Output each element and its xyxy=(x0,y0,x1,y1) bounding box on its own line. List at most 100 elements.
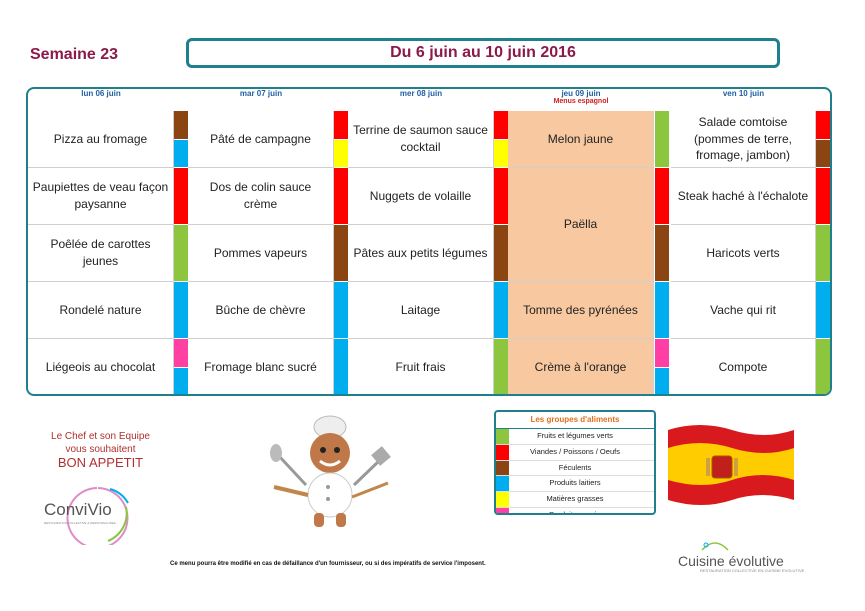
menu-item-mon-5: Liégeois au chocolat xyxy=(28,339,174,394)
food-group-marker-blue xyxy=(816,282,830,339)
period-title: Du 6 juin au 10 juin 2016 xyxy=(186,38,780,68)
food-group-marker-red xyxy=(494,168,508,225)
food-group-marker-blue xyxy=(334,339,348,394)
legend-item-pink: Produits sucrés xyxy=(496,507,654,515)
menu-item-tue-3: Pommes vapeurs xyxy=(188,225,334,282)
menu-item-wed-2: Nuggets de volaille xyxy=(348,168,494,225)
food-group-marker-blue xyxy=(494,282,508,339)
chef-line-1: Le Chef et son Equipe xyxy=(51,431,150,442)
day-label: mer 08 juin xyxy=(399,89,443,98)
chef-line-2: vous souhaitent xyxy=(65,444,136,455)
menu-item-wed-5: Fruit frais xyxy=(348,339,494,394)
food-group-marker-brown xyxy=(174,111,188,140)
menu-item-thu-3: Tomme des pyrénées xyxy=(508,282,654,339)
legend-swatch xyxy=(496,460,509,476)
food-group-marker-brown xyxy=(494,225,508,282)
food-group-marker-green xyxy=(494,339,508,394)
food-group-marker-blue xyxy=(174,282,188,339)
menu-item-fri-5: Compote xyxy=(671,339,816,394)
legend-swatch xyxy=(496,476,509,492)
food-group-marker-blue xyxy=(655,367,669,394)
food-group-marker-blue xyxy=(334,282,348,339)
food-group-marker-red xyxy=(174,168,188,225)
cuisine-logo-icon xyxy=(701,542,729,551)
menu-item-thu-1: Melon jaune xyxy=(508,111,654,168)
menu-grid: lun 06 juin mar 07 juin mer 08 juin jeu 09 … xyxy=(26,87,832,396)
menu-item-mon-1: Pizza au fromage xyxy=(28,111,174,168)
food-group-marker-green xyxy=(816,225,830,282)
legend-item-green: Fruits et légumes verts xyxy=(496,429,654,445)
food-group-marker-blue xyxy=(174,367,188,394)
menu-item-wed-4: Laitage xyxy=(348,282,494,339)
legend-label: Viandes / Poissons / Oeufs xyxy=(530,446,620,456)
day-header-thu: jeu 09 juin Menus espagnol xyxy=(508,89,654,111)
food-group-marker-red xyxy=(334,111,348,140)
legend-item-yellow: Matières grasses xyxy=(496,492,654,508)
food-group-marker-pink xyxy=(174,339,188,368)
menu-item-tue-4: Bûche de chèvre xyxy=(188,282,334,339)
day-label: ven 10 juin xyxy=(722,89,765,98)
day-header-fri: ven 10 juin xyxy=(671,89,816,111)
food-group-marker-red xyxy=(816,168,830,225)
menu-item-mon-2: Paupiettes de veau façon paysanne xyxy=(28,168,174,225)
food-group-marker-red xyxy=(334,168,348,225)
menu-item-thu-4: Crème à l'orange xyxy=(508,339,654,394)
day-header-row: lun 06 juin mar 07 juin mer 08 juin jeu 09 … xyxy=(28,89,830,111)
legend-item-red: Viandes / Poissons / Oeufs xyxy=(496,444,654,461)
legend-swatch xyxy=(496,492,509,507)
food-group-marker-green xyxy=(655,111,669,168)
food-groups-legend: Les groupes d'aliments Fruits et légumes… xyxy=(494,410,656,515)
week-label: Semaine 23 xyxy=(30,46,119,63)
day-label: mar 07 juin xyxy=(239,89,283,98)
spain-flag-image xyxy=(668,425,794,505)
day-label: jeu 09 juin xyxy=(561,89,601,98)
food-group-marker-red xyxy=(655,168,669,225)
menu-item-mon-3: Poêlée de carottes jeunes xyxy=(28,225,174,282)
legend-swatch xyxy=(496,444,509,460)
food-group-marker-pink xyxy=(655,339,669,368)
legend-item-brown: Féculents xyxy=(496,460,654,477)
menu-item-thu-2: Paëlla xyxy=(508,168,654,282)
menu-item-wed-3: Pâtes aux petits légumes xyxy=(348,225,494,282)
menu-item-wed-1: Terrine de saumon sauce cocktail xyxy=(348,111,494,168)
menu-item-fri-4: Vache qui rit xyxy=(671,282,816,339)
convivio-name: ConviVio xyxy=(44,500,112,519)
convivio-tagline: RESTAURATION COLLECTIVE & PERSONNALISEE xyxy=(44,521,116,525)
menu-item-tue-2: Dos de colin sauce crème xyxy=(188,168,334,225)
legend-swatch xyxy=(496,507,509,513)
legend-label: Produits laitiers xyxy=(549,478,601,488)
day-header-wed: mer 08 juin xyxy=(348,89,494,111)
food-group-marker-blue xyxy=(655,282,669,339)
menu-item-tue-1: Pâté de campagne xyxy=(188,111,334,168)
food-group-marker-brown xyxy=(334,225,348,282)
cuisine-tagline: RESTAURATION COLLECTIVE EN CUISINE EVOLU… xyxy=(700,568,805,573)
legend-title: Les groupes d'aliments xyxy=(496,412,654,429)
convivio-logo xyxy=(66,487,129,545)
menu-item-tue-5: Fromage blanc sucré xyxy=(188,339,334,394)
day-header-tue: mar 07 juin xyxy=(188,89,334,111)
menu-item-fri-3: Haricots verts xyxy=(671,225,816,282)
cuisine-evolutive-logo: Cuisine évolutive xyxy=(678,553,784,569)
legend-swatch xyxy=(496,429,509,444)
food-group-marker-yellow xyxy=(334,139,348,168)
food-group-marker-red xyxy=(816,111,830,140)
food-group-marker-blue xyxy=(174,139,188,168)
disclaimer-note: Ce menu pourra être modifié en cas de dé… xyxy=(170,561,486,567)
legend-label: Matières grasses xyxy=(546,494,604,504)
food-group-marker-green xyxy=(174,225,188,282)
food-group-marker-brown xyxy=(655,225,669,282)
menu-item-fri-2: Steak haché à l'échalote xyxy=(671,168,816,225)
menu-item-fri-1: Salade comtoise (pommes de terre, fromag… xyxy=(671,111,816,168)
chef-message: Le Chef et son Equipe vous souhaitent BO… xyxy=(28,430,173,469)
chef-mascot-image xyxy=(270,415,391,527)
food-group-marker-green xyxy=(816,339,830,394)
legend-label: Produits sucrés xyxy=(549,509,601,515)
menu-item-mon-4: Rondelé nature xyxy=(28,282,174,339)
food-group-marker-red xyxy=(494,111,508,140)
day-sublabel: Menus espagnol xyxy=(553,98,609,105)
legend-item-blue: Produits laitiers xyxy=(496,476,654,493)
legend-label: Fruits et légumes verts xyxy=(537,431,613,440)
food-group-marker-yellow xyxy=(494,139,508,168)
day-header-mon: lun 06 juin xyxy=(28,89,174,111)
chef-line-3: BON APPETIT xyxy=(57,455,144,470)
